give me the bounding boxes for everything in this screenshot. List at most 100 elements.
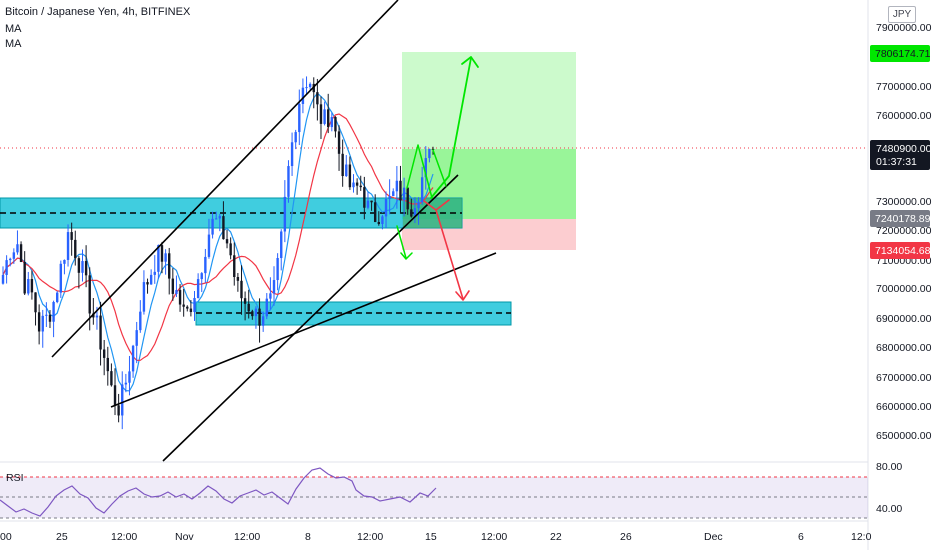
candle [388, 179, 391, 215]
candle [359, 175, 362, 191]
rsi-label: RSI [6, 472, 24, 484]
candle [301, 78, 305, 114]
candle-body [366, 200, 370, 208]
candle [399, 165, 402, 214]
candle-body [70, 232, 73, 240]
candle [157, 244, 160, 279]
channel-upper-trendline[interactable] [51, 0, 399, 358]
projection-arrows[interactable] [396, 56, 479, 301]
candle [153, 255, 156, 284]
last-price-tag: 7480900.00 01:37:31 [870, 140, 932, 170]
candle [330, 112, 334, 132]
candle-body [388, 196, 391, 200]
candle-body [121, 384, 124, 416]
x-tick: 6 [798, 531, 804, 543]
candle [171, 268, 175, 301]
candle [287, 160, 290, 203]
candle [265, 293, 268, 320]
x-tick: Dec [704, 531, 723, 543]
candle-body [319, 104, 323, 124]
candle [363, 176, 366, 220]
candle [402, 177, 406, 217]
x-tick: 12:00 [234, 531, 260, 543]
candle [240, 265, 243, 315]
candles [1, 76, 435, 430]
candle-body [178, 290, 182, 305]
y-tick: 7200000.00 [876, 225, 932, 237]
rising-support-trendline[interactable] [110, 252, 497, 408]
price-axis[interactable]: 7900000.00 7700000.00 7600000.00 7300000… [876, 22, 932, 442]
candle-body [193, 297, 196, 313]
candle [222, 201, 225, 240]
candle-body [12, 252, 16, 259]
ma-slow-line [2, 113, 434, 362]
candle [211, 211, 214, 239]
green-arrow-up [430, 57, 472, 199]
green-arrow-down-head [400, 252, 413, 260]
y-tick: 7300000.00 [876, 196, 932, 208]
candle-body [316, 92, 319, 105]
y-tick: 7600000.00 [876, 110, 932, 122]
candle-body [182, 304, 185, 307]
candle [251, 309, 254, 320]
candle [355, 178, 359, 195]
candle-body [200, 273, 203, 280]
candle [207, 218, 211, 259]
red-arrow-down [435, 209, 464, 300]
candle-body [363, 187, 366, 208]
candle-body [88, 275, 91, 314]
candle [164, 249, 167, 275]
candle-body [243, 298, 247, 304]
candle [392, 188, 395, 197]
candle [66, 224, 70, 267]
y-tick: 6800000.00 [876, 342, 932, 354]
candle [327, 93, 330, 134]
candle-body [410, 209, 413, 217]
long-position-tool[interactable] [402, 52, 576, 250]
time-axis[interactable]: 00 25 12:00 Nov 12:00 8 12:00 15 12:00 2… [0, 531, 872, 543]
candle-body [175, 290, 178, 294]
x-tick: 8 [305, 531, 311, 543]
candle [106, 346, 109, 386]
candle-body [222, 216, 225, 240]
entry-price-text: 7240178.89 [875, 213, 931, 225]
y-tick: 7000000.00 [876, 283, 932, 295]
candle [417, 197, 420, 225]
channel-lower-trendline[interactable] [162, 174, 459, 462]
red-arrow-down-head [455, 290, 470, 301]
candle [283, 180, 287, 243]
candle-body [168, 253, 171, 279]
candle-body [63, 259, 66, 264]
candle [81, 249, 84, 282]
candle [30, 270, 34, 300]
candle-body [280, 231, 283, 259]
candle-body [95, 315, 99, 318]
candle [178, 284, 182, 312]
candle-body [225, 239, 229, 244]
candle [424, 146, 427, 190]
candle-body [233, 255, 236, 278]
candle [9, 257, 12, 267]
candle-body [207, 234, 211, 257]
candle-body [160, 245, 164, 262]
candle [110, 363, 113, 387]
candle-body [135, 330, 138, 346]
candle [428, 148, 431, 163]
chart-title: Bitcoin / Japanese Yen, 4h, BITFINEX [5, 6, 191, 18]
candle [139, 300, 142, 333]
candle-body [392, 191, 395, 197]
candle-body [186, 306, 189, 309]
support-zone[interactable] [195, 301, 512, 326]
ma-indicator-label-1[interactable]: MA [5, 23, 22, 35]
x-tick: 12:00 [357, 531, 383, 543]
rsi-lower-tick: 40.00 [876, 503, 902, 515]
candle-body [308, 83, 312, 88]
candle [269, 277, 272, 310]
ma-indicator-label-2[interactable]: MA [5, 38, 22, 50]
currency-button[interactable]: JPY [888, 6, 916, 23]
candle [261, 311, 265, 332]
candle-body [290, 142, 294, 167]
candle [370, 200, 373, 211]
candle [280, 229, 283, 271]
